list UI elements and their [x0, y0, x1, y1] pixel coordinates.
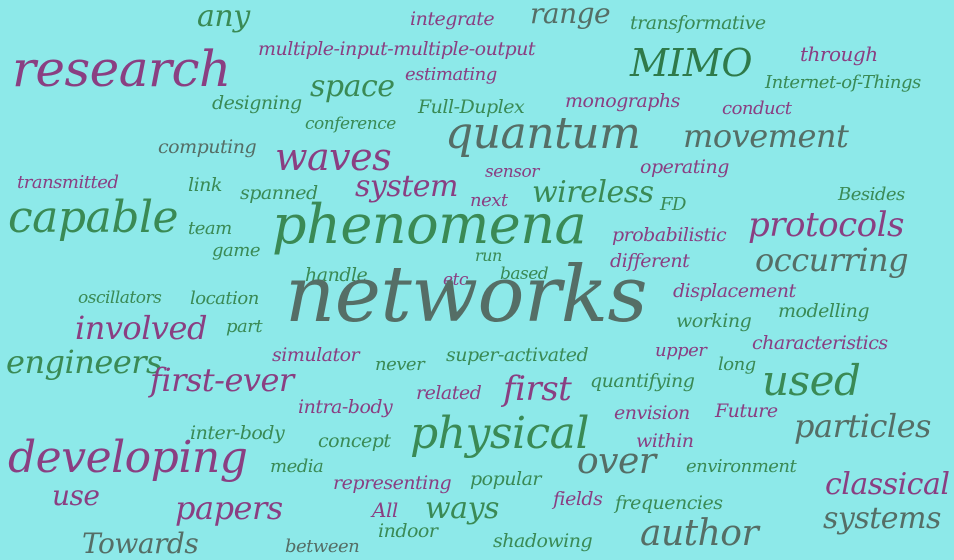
word-towards: Towards — [82, 527, 199, 560]
word-conduct: conduct — [722, 98, 792, 119]
word-over: over — [577, 441, 656, 482]
word-quantifying: quantifying — [590, 370, 695, 392]
word-never: never — [375, 354, 425, 375]
word-team: team — [188, 218, 232, 239]
word-modelling: modelling — [778, 300, 870, 322]
word-papers: papers — [175, 489, 283, 527]
word-fields: fields — [553, 488, 603, 510]
word-wireless: wireless — [532, 175, 654, 210]
word-space: space — [310, 69, 395, 104]
word-monographs: monographs — [565, 90, 680, 112]
word-between: between — [285, 536, 360, 557]
word-long: long — [718, 354, 756, 375]
word-operating: operating — [640, 156, 729, 178]
word-transmitted: transmitted — [17, 172, 119, 193]
word-handle: handle — [305, 264, 368, 286]
word-computing: computing — [158, 136, 257, 158]
word-quantum: quantum — [445, 108, 641, 159]
word-besides: Besides — [838, 184, 905, 205]
word-indoor: indoor — [378, 520, 438, 542]
word-phenomena: phenomena — [272, 193, 587, 256]
word-mimo-long: multiple-input-multiple-output — [258, 38, 536, 60]
word-movement: movement — [683, 117, 849, 155]
word-concept: concept — [318, 430, 391, 452]
word-working: working — [676, 310, 752, 332]
word-probabilistic: probabilistic — [612, 224, 727, 246]
word-etc: etc — [443, 270, 468, 290]
word-fd: FD — [660, 194, 686, 215]
word-all: All — [372, 498, 398, 522]
word-upper: upper — [655, 340, 707, 361]
word-ways: ways — [425, 491, 499, 526]
word-super-activated: super-activated — [446, 344, 589, 366]
word-systems: systems — [823, 501, 941, 536]
word-shadowing: shadowing — [493, 530, 593, 552]
word-involved: involved — [75, 309, 207, 347]
word-classical: classical — [825, 467, 950, 502]
word-displacement: displacement — [673, 280, 796, 302]
word-physical: physical — [410, 408, 589, 459]
word-related: related — [416, 382, 482, 404]
word-part: part — [226, 316, 263, 337]
word-networks: networks — [285, 250, 648, 340]
word-developing: developing — [8, 432, 248, 483]
word-iot: Internet-of-Things — [765, 72, 921, 93]
word-use: use — [52, 479, 100, 512]
word-range: range — [530, 0, 611, 30]
word-mimo: MIMO — [630, 41, 752, 85]
word-engineers: engineers — [6, 343, 162, 381]
word-location: location — [190, 288, 259, 309]
word-system: system — [355, 169, 459, 204]
word-estimating: estimating — [405, 64, 497, 85]
word-different: different — [610, 250, 690, 272]
word-environment: environment — [686, 456, 797, 477]
word-full-duplex: Full-Duplex — [418, 96, 525, 118]
word-occurring: occurring — [755, 241, 909, 279]
word-representing: representing — [333, 472, 452, 494]
word-sensor: sensor — [485, 162, 539, 182]
word-any: any — [197, 0, 250, 34]
word-envision: envision — [614, 402, 690, 424]
word-used: used — [762, 356, 861, 405]
word-author: author — [640, 513, 759, 554]
word-run: run — [475, 246, 502, 265]
word-particles: particles — [794, 407, 931, 445]
word-popular: popular — [470, 468, 542, 490]
word-protocols: protocols — [748, 205, 904, 245]
word-integrate: integrate — [410, 8, 495, 30]
word-game: game — [212, 240, 260, 261]
word-transformative: transformative — [630, 12, 766, 34]
word-intra-body: intra-body — [298, 396, 393, 418]
word-research: research — [12, 40, 231, 98]
word-future: Future — [715, 400, 778, 422]
word-characteristics: characteristics — [752, 332, 888, 354]
word-inter-body: inter-body — [190, 422, 285, 444]
word-spanned: spanned — [240, 182, 318, 204]
word-next: next — [470, 190, 508, 211]
word-conference: conference — [305, 114, 396, 134]
word-first-ever: first-ever — [150, 361, 294, 399]
word-designing: designing — [212, 92, 302, 114]
word-media: media — [270, 456, 324, 477]
word-oscillators: oscillators — [78, 288, 162, 308]
word-capable: capable — [8, 192, 179, 243]
word-first: first — [503, 369, 572, 409]
word-simulator: simulator — [272, 344, 360, 366]
word-based: based — [500, 264, 549, 284]
word-link: link — [188, 174, 222, 196]
word-waves: waves — [275, 135, 392, 179]
word-through: through — [800, 42, 878, 66]
word-within: within — [636, 430, 694, 452]
word-frequencies: frequencies — [615, 492, 723, 514]
